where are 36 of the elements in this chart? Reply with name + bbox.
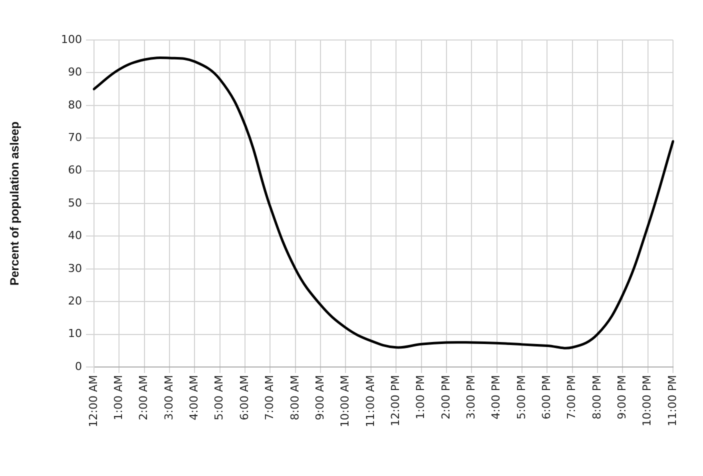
x-tick-label: 2:00 PM	[439, 375, 452, 420]
y-tick-label: 60	[68, 164, 82, 177]
y-tick-label: 80	[68, 98, 82, 112]
x-tick-label: 4:00 AM	[188, 375, 201, 420]
y-tick-label: 10	[68, 327, 82, 340]
x-tick-label: 8:00 PM	[590, 375, 604, 420]
x-tick-label: 11:00 PM	[666, 375, 679, 426]
x-tick-label: 6:00 PM	[540, 375, 553, 420]
x-tick-label: 11:00 AM	[364, 375, 377, 428]
x-tick-label: 3:00 AM	[162, 375, 176, 420]
x-tick-label: 10:00 PM	[640, 375, 654, 426]
x-tick-label: 1:00 PM	[414, 375, 428, 420]
x-tick-label: 9:00 AM	[313, 375, 326, 420]
x-tick-label: 12:00 PM	[388, 375, 402, 426]
x-tick-label: 7:00 AM	[263, 375, 276, 420]
y-tick-label: 30	[68, 262, 82, 275]
x-tick-label: 1:00 AM	[112, 375, 126, 420]
x-tick-label: 2:00 AM	[137, 375, 150, 420]
y-tick-label: 50	[68, 196, 82, 210]
y-tick-label: 0	[75, 360, 82, 373]
x-tick-label: 10:00 AM	[338, 375, 352, 428]
x-tick-label: 7:00 PM	[565, 375, 578, 420]
y-tick-label: 90	[68, 66, 82, 79]
y-tick-label: 20	[68, 294, 82, 308]
x-tick-label: 9:00 PM	[616, 375, 629, 420]
x-tick-label: 4:00 PM	[490, 375, 503, 420]
y-tick-label: 100	[61, 32, 82, 46]
x-tick-label: 3:00 PM	[464, 375, 478, 420]
y-tick-label: 70	[68, 130, 82, 144]
x-tick-label: 5:00 PM	[514, 375, 528, 420]
x-tick-label: 6:00 AM	[238, 375, 251, 420]
x-tick-label: 8:00 AM	[288, 375, 302, 420]
x-tick-label: 5:00 AM	[212, 375, 226, 420]
y-tick-label: 40	[68, 229, 82, 242]
x-tick-label: 12:00 AM	[86, 375, 100, 428]
y-axis-title: Percent of population asleep	[8, 121, 22, 286]
